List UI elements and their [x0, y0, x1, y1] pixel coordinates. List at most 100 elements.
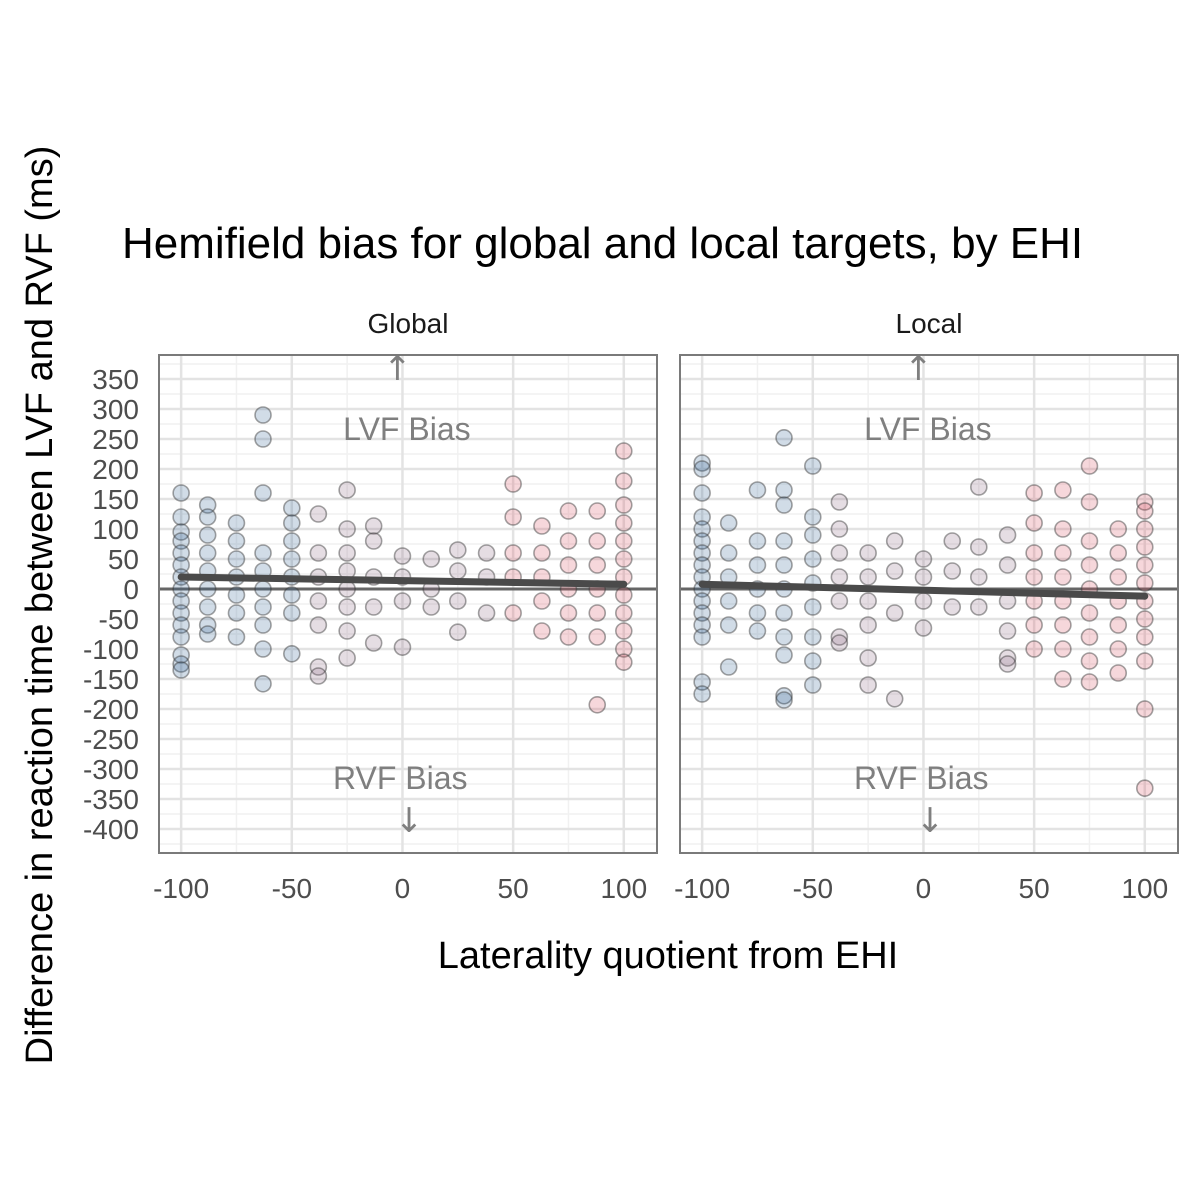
data-point: [1109, 544, 1128, 562]
data-point: [1025, 514, 1043, 532]
data-point: [172, 484, 190, 502]
data-point: [172, 661, 190, 679]
data-point: [803, 526, 822, 544]
data-point: [614, 640, 633, 658]
data-point: [775, 481, 793, 499]
data-point: [172, 604, 190, 622]
data-point: [885, 604, 904, 622]
data-point: [614, 550, 633, 568]
data-point: [254, 674, 272, 693]
data-point: [775, 646, 793, 664]
data-point: [1054, 481, 1072, 499]
data-point: [969, 538, 988, 556]
facet-label: Global: [368, 308, 449, 339]
data-point: [1080, 652, 1099, 670]
x-tick-label: 50: [1019, 873, 1050, 904]
data-point: [614, 604, 633, 622]
data-point: [172, 628, 190, 646]
y-tick-label: 0: [123, 574, 139, 605]
data-point: [448, 562, 467, 580]
data-point: [254, 544, 272, 562]
y-axis-title: Difference in reaction time between LVF …: [19, 146, 61, 1065]
data-point: [775, 628, 793, 646]
data-point: [1136, 628, 1154, 646]
data-point: [198, 625, 217, 643]
data-point: [477, 604, 496, 622]
y-tick-label: 250: [92, 424, 139, 455]
data-point: [227, 532, 246, 550]
data-point: [748, 481, 767, 499]
x-tick-label: -50: [272, 873, 312, 904]
data-point: [198, 616, 217, 634]
data-point: [969, 478, 988, 496]
data-point: [775, 691, 793, 709]
x-tick-label: 50: [498, 873, 529, 904]
data-point: [1054, 616, 1072, 634]
data-point: [803, 652, 822, 670]
data-point: [719, 658, 738, 676]
data-point: [803, 550, 822, 568]
data-point: [559, 502, 578, 520]
x-tick-label: -50: [793, 873, 833, 904]
rvf-bias-label: RVF Bias: [333, 760, 468, 796]
data-point: [1025, 544, 1043, 562]
data-point: [614, 653, 633, 672]
data-point: [803, 598, 822, 616]
data-point: [1109, 520, 1128, 538]
data-point: [504, 475, 522, 493]
data-point: [1109, 640, 1128, 658]
data-point: [830, 520, 849, 538]
y-tick-label: 150: [92, 484, 139, 515]
y-tick-label: -200: [83, 694, 139, 725]
data-point: [1136, 610, 1154, 628]
data-point: [859, 544, 877, 562]
data-point: [338, 520, 356, 538]
data-point: [227, 550, 246, 568]
data-point: [1109, 616, 1128, 634]
data-point: [559, 628, 578, 646]
data-point: [1054, 544, 1072, 562]
data-point: [1136, 556, 1154, 574]
data-point: [198, 598, 217, 616]
data-point: [614, 532, 633, 550]
data-point: [1080, 457, 1099, 475]
data-point: [885, 689, 904, 708]
data-point: [1136, 538, 1154, 556]
data-point: [614, 442, 633, 460]
data-point: [803, 457, 822, 475]
data-point: [775, 604, 793, 622]
data-point: [588, 502, 607, 520]
data-point: [998, 526, 1017, 544]
data-point: [693, 616, 711, 634]
data-point: [364, 634, 383, 652]
y-tick-label: -300: [83, 754, 139, 785]
point-layer: [693, 428, 1154, 798]
y-tick-label: -350: [83, 784, 139, 815]
data-point: [693, 556, 711, 574]
data-point: [559, 532, 578, 550]
data-point: [1054, 640, 1072, 658]
data-point: [1136, 574, 1154, 592]
data-point: [477, 544, 496, 562]
data-point: [448, 541, 467, 559]
data-point: [533, 517, 551, 535]
data-point: [1054, 568, 1072, 586]
data-point: [885, 562, 904, 580]
data-point: [693, 454, 711, 472]
data-point: [198, 580, 217, 598]
data-point: [282, 532, 301, 550]
data-point: [393, 547, 412, 565]
rvf-bias-label: RVF Bias: [854, 760, 989, 796]
data-point: [775, 532, 793, 550]
data-point: [693, 532, 711, 550]
data-point: [693, 592, 711, 610]
data-point: [504, 604, 522, 622]
data-point: [364, 532, 383, 550]
data-point: [282, 550, 301, 568]
data-point: [693, 520, 711, 538]
data-point: [830, 628, 849, 646]
data-point: [803, 628, 822, 646]
data-point: [885, 532, 904, 550]
data-point: [227, 628, 246, 646]
data-point: [588, 604, 607, 622]
